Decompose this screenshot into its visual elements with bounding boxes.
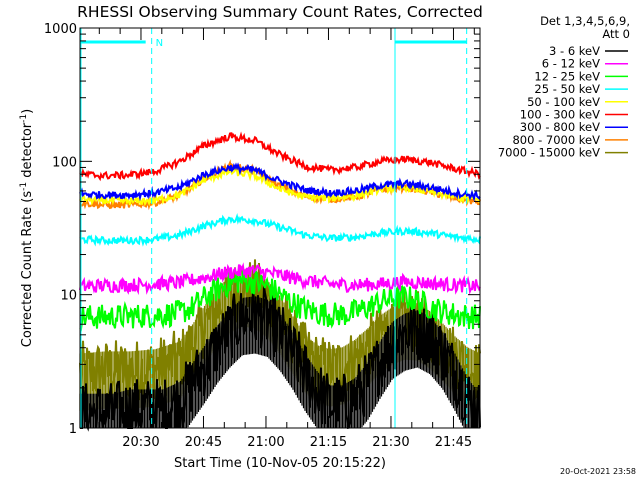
axis-ticks-group: 1 10 100 1000 20:30 20:45 21:00 21:15 21:30 21:45 [44,22,480,450]
x-tick-label: 21:30 [372,435,409,450]
legend-entry-label: 50 - 100 keV [527,95,600,109]
night-label: N [156,38,163,49]
series-6 [79,162,481,202]
y-axis-label: Corrected Count Rate (s-1 detector-1) [19,109,35,347]
y-tick-label: 100 [52,155,77,170]
x-tick-label: 21:00 [247,435,284,450]
series-line [79,212,481,247]
y-tick-label: 10 [60,289,77,304]
legend-entry-label: 100 - 300 keV [520,108,600,122]
y-label-end: ) [20,109,35,114]
series-3 [79,212,481,247]
plot-frame [79,27,481,429]
series-line [79,162,481,202]
series-line [79,262,481,296]
x-tick-label: 21:15 [310,435,347,450]
legend-header-line2: Att 0 [602,27,630,41]
series-line [79,164,481,207]
y-label-mid: detector [20,122,35,182]
legend-header-line1: Det 1,3,4,5,6,9, [540,14,630,28]
y-label-sup1: -1 [19,182,29,191]
legend-entry-label: 3 - 6 keV [549,44,600,58]
y-tick-label: 1000 [44,22,77,37]
series-2 [79,268,481,332]
legend-entry-label: 300 - 800 keV [520,120,600,134]
series-group [79,131,481,432]
x-axis-label: Start Time (10-Nov-05 20:15:22) [174,456,386,471]
y-label-sup2: -1 [19,114,29,123]
y-tick-label: 1 [69,422,77,437]
legend-entry-label: 6 - 12 keV [542,57,600,71]
night-markers-group: N [80,28,468,428]
x-tick-label: 20:30 [122,435,159,450]
legend-entry-label: 25 - 50 keV [534,82,600,96]
x-tick-label: 20:45 [185,435,222,450]
legend-entry-label: 800 - 7000 keV [512,133,600,147]
footer-date: 20-Oct-2021 23:58 [560,467,636,476]
legend-entry-label: 7000 - 15000 keV [498,146,600,160]
series-line [79,268,481,332]
series-5 [79,131,481,182]
series-line [79,131,481,182]
chart-title: RHESSI Observing Summary Count Rates, Co… [77,3,483,21]
x-tick-label: 21:45 [435,435,472,450]
legend-entry-label: 12 - 25 keV [534,69,600,83]
series-1 [79,262,481,296]
y-label-main: Corrected Count Rate (s [20,191,35,348]
series-4 [79,164,481,207]
